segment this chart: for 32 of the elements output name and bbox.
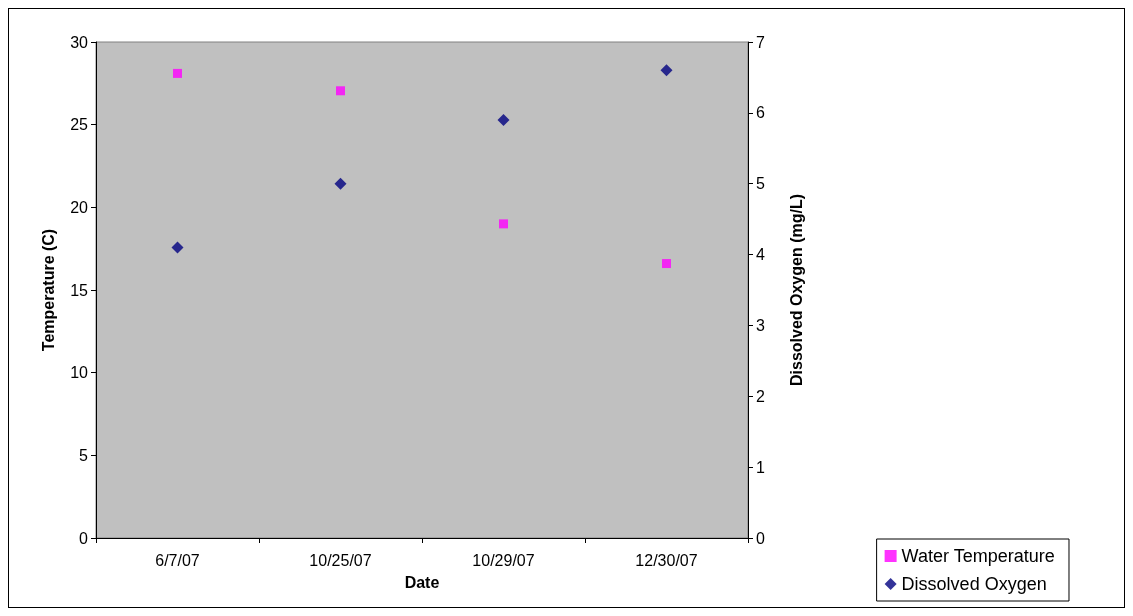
point [497, 113, 510, 126]
legend-label: Water Temperature [901, 546, 1055, 566]
y-tick-label: 25 [70, 116, 89, 134]
y2-tick-label: 6 [756, 104, 765, 122]
y-tick-label: 30 [70, 33, 89, 51]
point [499, 219, 508, 229]
y2-axis-title: Dissolved Oxygen (mg/L) [787, 193, 805, 387]
y2-tick-label: 7 [756, 33, 765, 51]
y-tick-label: 15 [70, 281, 89, 299]
y2-tick-label: 3 [756, 316, 765, 334]
x-tick-label: 10/25/07 [309, 551, 372, 569]
y-axis-title: Temperature (C) [39, 228, 57, 352]
y2-tick-label: 1 [756, 458, 765, 476]
y2-tick-label: 2 [756, 387, 765, 405]
x-tick-label: 6/7/07 [155, 551, 200, 569]
y-tick-label: 0 [79, 529, 89, 547]
y-tick-label: 20 [70, 198, 89, 216]
y-tick-label: 10 [70, 364, 89, 382]
y2-tick-label: 4 [756, 246, 765, 264]
point [334, 177, 347, 190]
y2-tick-label: 0 [756, 529, 765, 547]
y2-tick-label: 5 [756, 175, 765, 193]
point [173, 68, 182, 78]
point [662, 259, 671, 269]
x-tick-label: 10/29/07 [472, 551, 535, 569]
x-tick-label: 12/30/07 [635, 551, 698, 569]
point [660, 64, 673, 77]
x-axis-title: Date [404, 573, 440, 591]
y-tick-label: 5 [79, 446, 89, 464]
point [336, 86, 345, 96]
point [171, 241, 184, 254]
legend-label: Dissolved Oxygen [901, 574, 1047, 594]
